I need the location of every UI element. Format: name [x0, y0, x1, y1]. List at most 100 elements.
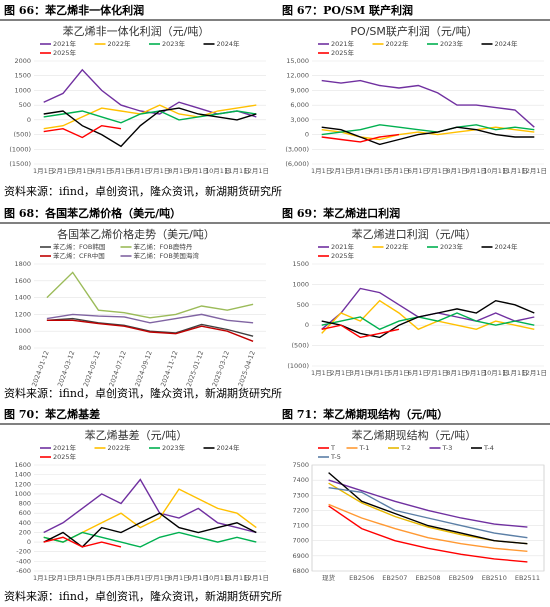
- y-tick-label: 1000: [14, 490, 31, 498]
- x-tick-label: 6月1日: [408, 167, 429, 175]
- y-tick-label: -200: [16, 548, 31, 556]
- y-tick-label: (6,000): [285, 160, 309, 168]
- x-tick-label: 12月1日: [522, 369, 547, 377]
- y-tick-label: 800: [19, 344, 31, 352]
- x-tick-label: 8月1日: [446, 369, 467, 377]
- x-tick-label: 6月1日: [130, 574, 151, 582]
- series-line: [321, 126, 535, 146]
- chart-title: 苯乙烯期现结构（元/吨）: [352, 428, 477, 442]
- legend-label: T-3: [442, 444, 453, 452]
- y-tick-label: 600: [19, 509, 31, 517]
- x-tick-label: 4月1日: [369, 369, 390, 377]
- legend-label: 2022年: [108, 39, 132, 48]
- x-tick-label: 12月1日: [244, 574, 269, 582]
- source: 资料来源：ifind，卓创资讯，隆众资讯，新湖期货研究所: [4, 386, 282, 400]
- y-tick-label: 12,000: [286, 72, 309, 80]
- y-tick-label: 1400: [14, 471, 31, 479]
- x-tick-label: 7月1日: [149, 167, 170, 175]
- figure-label: 图 69：苯乙烯进口利润: [282, 206, 400, 220]
- x-tick-label: 5月1日: [388, 167, 409, 175]
- y-tick-label: 1500: [292, 260, 309, 268]
- y-tick-label: 0: [305, 131, 309, 139]
- legend-label: 苯乙烯：FOB美国海湾: [134, 251, 200, 260]
- x-tick-label: 2024-03-12: [56, 350, 76, 388]
- x-tick-label: 6月1日: [130, 167, 151, 175]
- series-line: [328, 505, 528, 563]
- series-line: [43, 536, 122, 548]
- x-tick-label: 2025-04-12: [236, 350, 256, 388]
- series-line: [46, 313, 254, 324]
- legend-label: 2023年: [162, 443, 186, 452]
- x-tick-label: 9月1日: [466, 369, 487, 377]
- y-tick-label: 7400: [292, 476, 309, 484]
- legend-label: 2022年: [386, 39, 410, 48]
- legend-label: 2022年: [108, 443, 132, 452]
- x-tick-label: EB2511: [515, 574, 540, 582]
- legend-label: 2025年: [331, 48, 355, 57]
- series-line: [328, 487, 528, 539]
- x-tick-label: 5月1日: [110, 167, 131, 175]
- y-tick-label: 9,000: [290, 86, 309, 94]
- series-line: [321, 79, 535, 128]
- y-tick-label: 0: [305, 321, 309, 329]
- y-tick-label: (1000): [9, 145, 31, 153]
- legend-label: 苯乙烯：FOB鹿特丹: [134, 242, 193, 251]
- x-tick-label: EB2508: [415, 574, 440, 582]
- series-line: [43, 124, 122, 139]
- x-tick-label: 7月1日: [427, 167, 448, 175]
- y-tick-label: (3,000): [285, 145, 309, 153]
- figure-label: 图 71：苯乙烯期现结构（元/吨）: [282, 407, 448, 421]
- x-tick-label: 1月1日: [33, 167, 54, 175]
- series-line: [43, 110, 257, 124]
- series-line: [46, 317, 254, 337]
- x-tick-label: 10月1日: [483, 369, 508, 377]
- x-tick-label: 2024-05-12: [82, 350, 102, 388]
- x-tick-label: 2月1日: [330, 369, 351, 377]
- legend-label: T-5: [330, 453, 341, 461]
- series-line: [46, 271, 254, 319]
- x-tick-label: 1月1日: [311, 369, 332, 377]
- figure-label: 图 70：苯乙烯基差: [4, 407, 100, 421]
- figure-label: 图 66：苯乙烯非一体化利润: [4, 3, 144, 17]
- x-tick-label: EB2506: [349, 574, 374, 582]
- x-tick-label: 1月1日: [311, 167, 332, 175]
- x-tick-label: 2024-09-12: [133, 350, 153, 388]
- y-tick-label: (500): [14, 131, 31, 139]
- y-tick-label: 3,000: [290, 116, 309, 124]
- x-tick-label: 9月1日: [188, 574, 209, 582]
- y-tick-label: 15,000: [286, 57, 309, 65]
- legend-label: 苯乙烯：CFR中国: [53, 251, 105, 260]
- x-tick-label: 8月1日: [168, 167, 189, 175]
- x-tick-label: EB2509: [449, 574, 474, 582]
- x-tick-label: 4月1日: [369, 167, 390, 175]
- y-tick-label: 0: [27, 538, 31, 546]
- x-tick-label: EB2510: [482, 574, 507, 582]
- y-tick-label: 7100: [292, 522, 309, 530]
- y-tick-label: 200: [19, 528, 31, 536]
- series-line: [321, 312, 535, 331]
- y-tick-label: -400: [16, 557, 31, 565]
- x-tick-label: 2024-07-12: [108, 350, 128, 388]
- legend-label: 2023年: [440, 242, 464, 251]
- legend-label: 2022年: [386, 242, 410, 251]
- legend-label: 2021年: [331, 39, 355, 48]
- x-tick-label: EB2507: [382, 574, 407, 582]
- series-line: [328, 472, 528, 545]
- series-line: [321, 324, 400, 339]
- x-tick-label: 7月1日: [149, 574, 170, 582]
- y-tick-label: 1400: [14, 294, 31, 302]
- y-tick-label: 1200: [14, 480, 31, 488]
- y-tick-label: -600: [16, 567, 31, 575]
- y-tick-label: 1600: [14, 461, 31, 469]
- legend-label: 2023年: [162, 39, 186, 48]
- source: 资料来源：ifind，卓创资讯，隆众资讯，新湖期货研究所: [4, 589, 282, 603]
- legend-label: 2023年: [440, 39, 464, 48]
- figure-label: 图 67：PO/SM 联产利润: [282, 3, 413, 17]
- legend-label: 苯乙烯：FOB韩国: [53, 242, 105, 251]
- x-tick-label: 11月1日: [224, 167, 249, 175]
- x-tick-label: 5月1日: [110, 574, 131, 582]
- legend-label: T-4: [483, 444, 494, 452]
- series-line: [328, 503, 528, 552]
- x-tick-label: 4月1日: [91, 167, 112, 175]
